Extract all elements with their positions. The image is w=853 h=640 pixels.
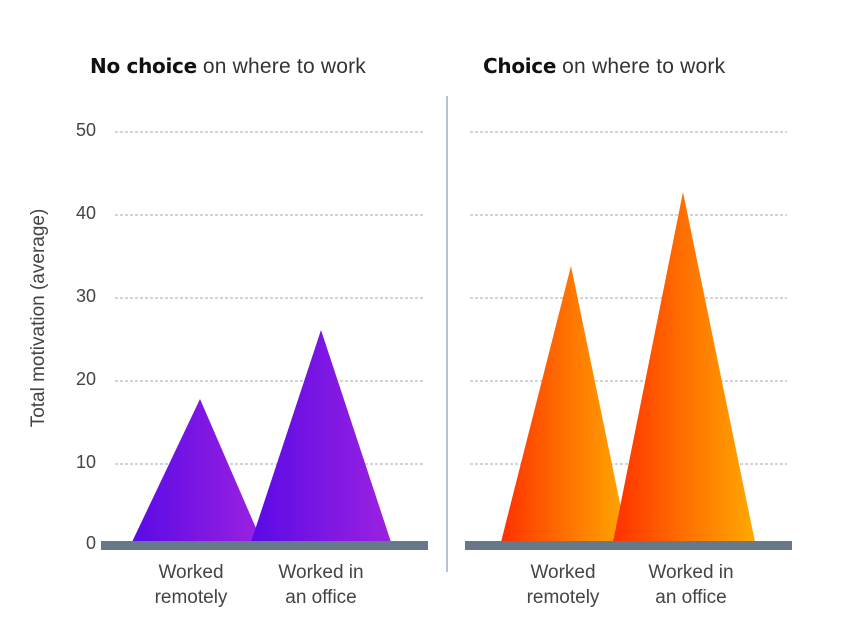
y-tick-0: 0 bbox=[85, 533, 96, 553]
bar-choice-office bbox=[613, 192, 755, 542]
x-label-right-remote: Worked remotely bbox=[526, 562, 600, 608]
y-tick-50: 50 bbox=[75, 120, 96, 140]
right-gridlines bbox=[470, 131, 787, 465]
y-tick-10: 10 bbox=[75, 452, 96, 472]
left-baseline bbox=[101, 541, 428, 550]
bar-choice-remote bbox=[501, 266, 628, 542]
bar-no-choice-remote bbox=[132, 399, 262, 542]
left-gridlines bbox=[115, 131, 423, 465]
left-panel-title: No choice on where to work bbox=[90, 54, 366, 79]
right-title-rest: on where to work bbox=[556, 55, 726, 78]
x-label-right-office: Worked in an office bbox=[648, 562, 734, 608]
y-tick-30: 30 bbox=[75, 286, 96, 306]
left-title-bold: No choice bbox=[90, 54, 197, 78]
y-tick-20: 20 bbox=[75, 369, 96, 389]
x-label-left-remote: Worked remotely bbox=[154, 562, 228, 608]
right-baseline bbox=[465, 541, 792, 550]
right-title-bold: Choice bbox=[483, 54, 557, 78]
x-label-left-office: Worked in an office bbox=[278, 562, 364, 608]
y-tick-40: 40 bbox=[75, 203, 96, 223]
panel-divider bbox=[446, 96, 448, 572]
left-title-rest: on where to work bbox=[196, 55, 367, 78]
right-panel-title: Choice on where to work bbox=[483, 54, 725, 79]
bar-no-choice-office bbox=[251, 330, 391, 542]
